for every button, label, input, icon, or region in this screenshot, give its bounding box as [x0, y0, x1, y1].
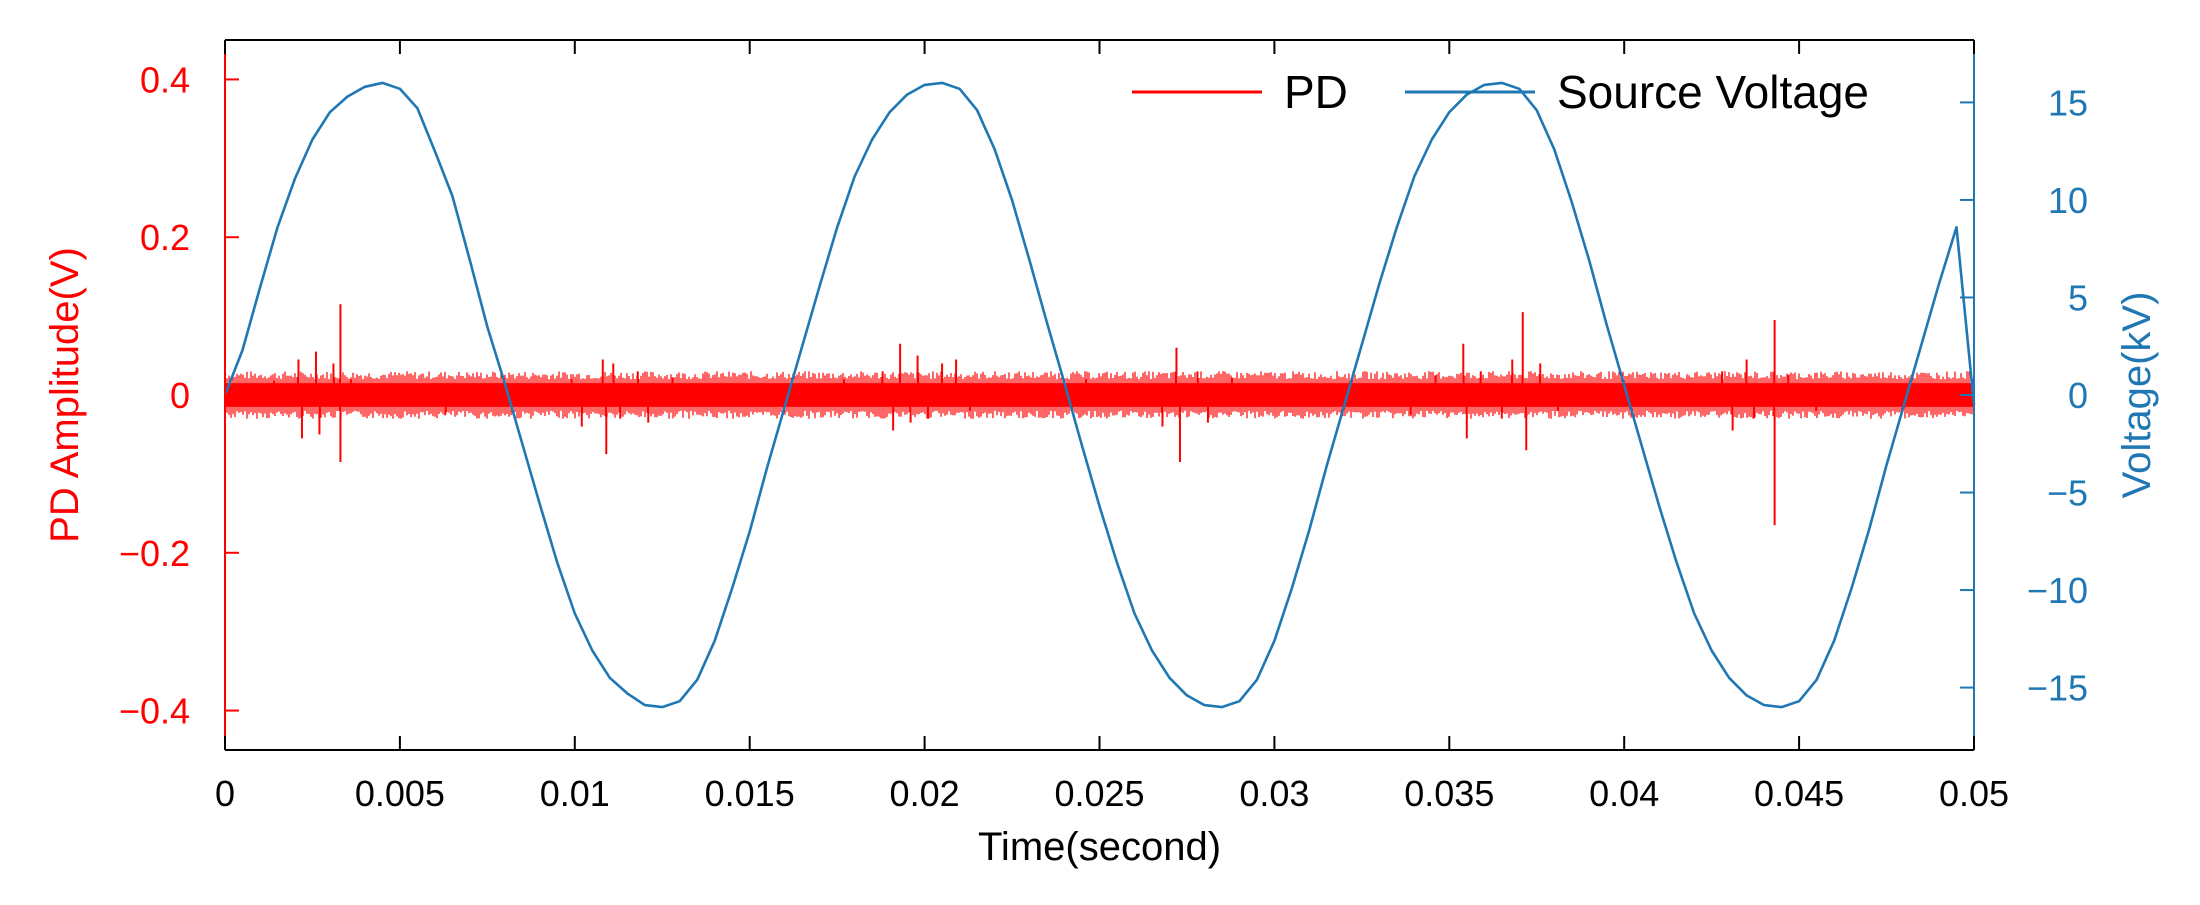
x-tick-label: 0.045	[1754, 773, 1844, 814]
left-y-tick-label: 0.4	[140, 59, 190, 100]
right-y-tick-label: −5	[2047, 473, 2088, 514]
source-voltage-line	[223, 81, 1976, 709]
right-y-tick-label: −10	[2027, 570, 2088, 611]
x-tick-label: 0.01	[540, 773, 610, 814]
right-y-tick-label: 5	[2068, 277, 2088, 318]
source-voltage-series	[223, 81, 1976, 709]
x-tick-label: 0.02	[890, 773, 960, 814]
left-y-tick-label: 0.2	[140, 217, 190, 258]
right-y-tick-label: 15	[2048, 82, 2088, 123]
x-tick-label: 0.015	[705, 773, 795, 814]
left-y-tick-label: −0.2	[119, 533, 190, 574]
right-y-tick-label: 0	[2068, 375, 2088, 416]
x-tick-label: 0.04	[1589, 773, 1659, 814]
x-tick-label: 0.025	[1054, 773, 1144, 814]
x-axis-label: Time(second)	[978, 825, 1221, 869]
pd-series	[224, 304, 1974, 526]
right-y-axis-label: Voltage(kV)	[2115, 292, 2159, 499]
left-y-tick-label: −0.4	[119, 691, 190, 732]
x-tick-label: 0.035	[1404, 773, 1494, 814]
left-y-tick-label: 0	[170, 375, 190, 416]
x-tick-label: 0.005	[355, 773, 445, 814]
axes	[224, 39, 1975, 751]
legend-source-voltage-label: Source Voltage	[1557, 66, 1869, 118]
x-tick-label: 0.05	[1939, 773, 2009, 814]
legend-pd-label: PD	[1284, 66, 1348, 118]
right-y-tick-label: −15	[2027, 668, 2088, 709]
x-tick-label: 0.03	[1239, 773, 1309, 814]
tick-labels: 0 0.005 0.01 0.015 0.02 0.025 0.03 0.035 0.04 0.0…	[119, 59, 2088, 814]
x-tick-label: 0	[215, 773, 235, 814]
right-y-tick-label: 10	[2048, 180, 2088, 221]
left-y-axis-label: PD Amplitude(V)	[43, 247, 87, 543]
legend: PD Source Voltage	[1132, 66, 1869, 118]
